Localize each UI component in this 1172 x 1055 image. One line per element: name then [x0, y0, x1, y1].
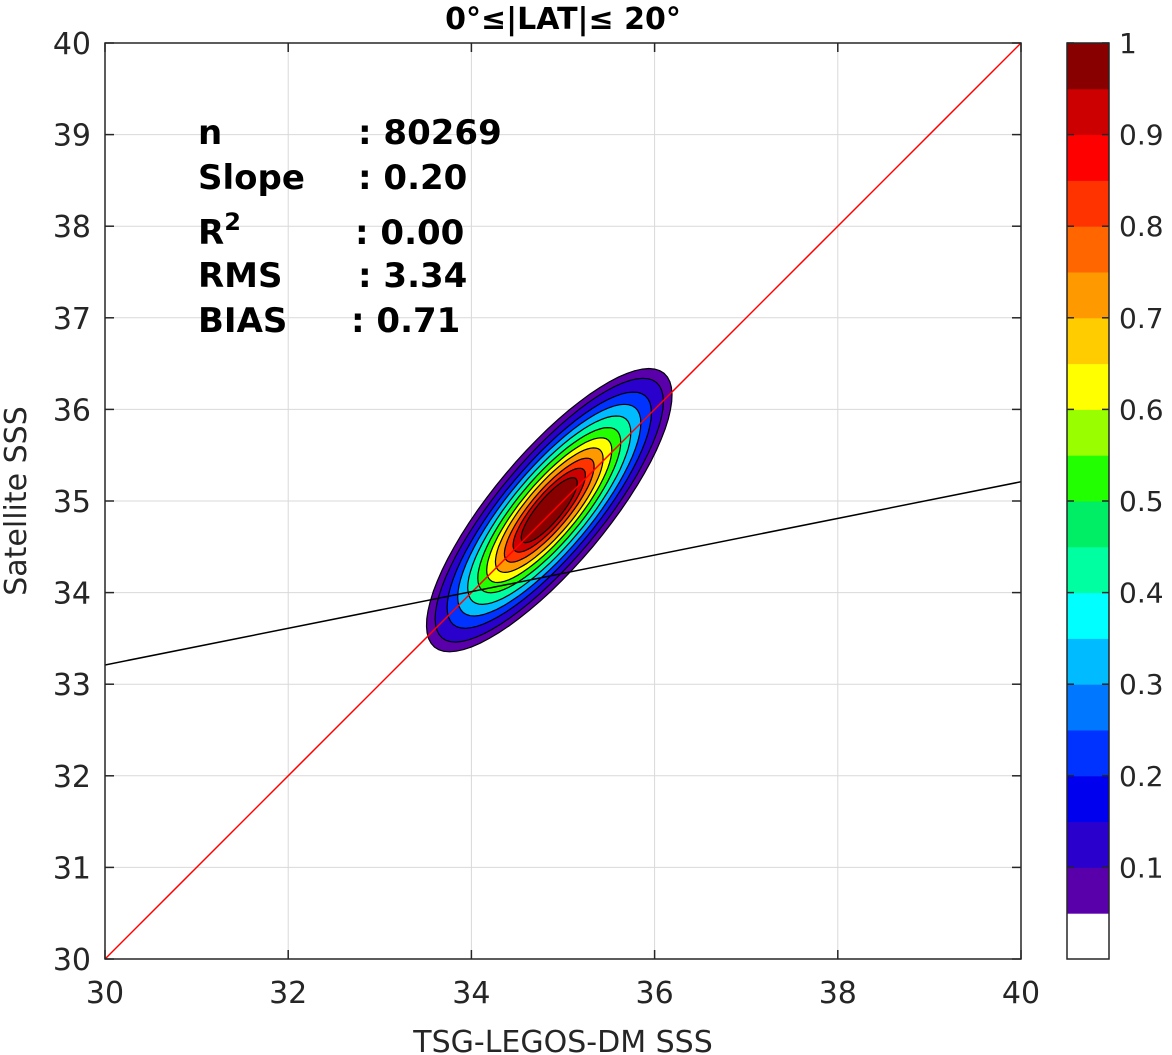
chart-title: 0°≤|LAT|≤ 20° [445, 2, 681, 37]
x-tick-label: 32 [269, 976, 307, 1011]
stat-label-r: R [198, 213, 224, 253]
colorbar-tick-label: 0.4 [1119, 577, 1164, 610]
colorbar-tick-label: 0.3 [1119, 668, 1164, 701]
stat-label-slope: Slope [198, 158, 305, 198]
colorbar-tick-label: 0.5 [1119, 485, 1164, 518]
colorbar-segment [1067, 272, 1109, 319]
colorbar-segment [1067, 226, 1109, 273]
colorbar-segment [1067, 730, 1109, 777]
grid [104, 42, 1022, 960]
x-tick-label: 38 [819, 976, 857, 1011]
y-axis-title: Satellite SSS [0, 406, 34, 596]
colorbar-segment [1067, 775, 1109, 823]
y-tick-label: 38 [53, 210, 91, 245]
x-tick-label: 36 [636, 976, 674, 1011]
axis-ticks [104, 42, 1022, 960]
x-tick-labels: 30 32 34 36 38 40 [86, 976, 1040, 1011]
stat-label-r2: R2 [198, 208, 241, 253]
colorbar-segment [1067, 409, 1109, 456]
reference-lines [105, 43, 1021, 959]
stat-value-bias: : 0.71 [351, 301, 460, 341]
stat-label-rms: RMS [198, 256, 283, 296]
y-tick-labels: 30 31 32 33 34 35 36 37 38 39 40 [53, 27, 91, 978]
y-tick-label: 33 [53, 668, 91, 703]
colorbar: 0.1 0.2 0.3 0.4 0.5 0.6 0.7 0.8 0.9 1 [1066, 27, 1164, 960]
x-tick-label: 34 [452, 976, 490, 1011]
colorbar-segment [1067, 317, 1109, 365]
stat-value-slope: : 0.20 [358, 158, 467, 198]
colorbar-segment [1067, 821, 1109, 868]
stat-value-rms: : 3.34 [358, 256, 467, 296]
y-tick-label: 37 [53, 302, 91, 337]
y-tick-label: 36 [53, 393, 91, 428]
colorbar-tick-label: 0.1 [1119, 851, 1164, 884]
x-axis-title: TSG-LEGOS-DM SSS [412, 1025, 713, 1055]
stat-label-bias: BIAS [198, 301, 287, 341]
y-tick-label: 34 [53, 577, 91, 612]
y-tick-label: 39 [53, 119, 91, 154]
y-tick-label: 40 [53, 27, 91, 62]
colorbar-tick-label: 0.6 [1119, 393, 1164, 426]
colorbar-segment [1067, 913, 1109, 960]
y-tick-label: 35 [53, 485, 91, 520]
colorbar-segment [1067, 134, 1109, 181]
y-tick-label: 30 [53, 943, 91, 978]
stats-box: n : 80269 Slope : 0.20 R2 : 0.00 RMS : 3… [198, 113, 502, 341]
colorbar-segment [1067, 501, 1109, 548]
stat-label-n: n [198, 113, 222, 153]
colorbar-segment [1067, 43, 1109, 90]
colorbar-segment [1067, 592, 1109, 639]
colorbar-segment [1067, 546, 1109, 594]
density-contours [425, 367, 673, 653]
colorbar-tick-label: 0.8 [1119, 210, 1164, 243]
colorbar-segment [1067, 180, 1109, 227]
colorbar-tick-label: 0.9 [1119, 119, 1164, 152]
y-tick-label: 31 [53, 851, 91, 886]
colorbar-tick-label: 0.7 [1119, 302, 1164, 335]
colorbar-segment [1067, 363, 1109, 410]
colorbar-segment [1067, 88, 1109, 136]
stat-value-n: : 80269 [358, 113, 502, 153]
colorbar-segment [1067, 684, 1109, 731]
colorbar-tick-label: 0.2 [1119, 760, 1164, 793]
colorbar-segment [1067, 638, 1109, 685]
colorbar-segment [1067, 455, 1109, 502]
stat-label-r2-sup: 2 [224, 208, 241, 236]
regression-line [105, 481, 1021, 666]
x-tick-label: 30 [86, 976, 124, 1011]
x-tick-label: 40 [1002, 976, 1040, 1011]
colorbar-segment [1067, 867, 1109, 914]
stat-value-r2: : 0.00 [355, 213, 464, 253]
identity-line [105, 43, 1021, 959]
y-tick-label: 32 [53, 760, 91, 795]
colorbar-tick-label: 1 [1119, 27, 1137, 60]
